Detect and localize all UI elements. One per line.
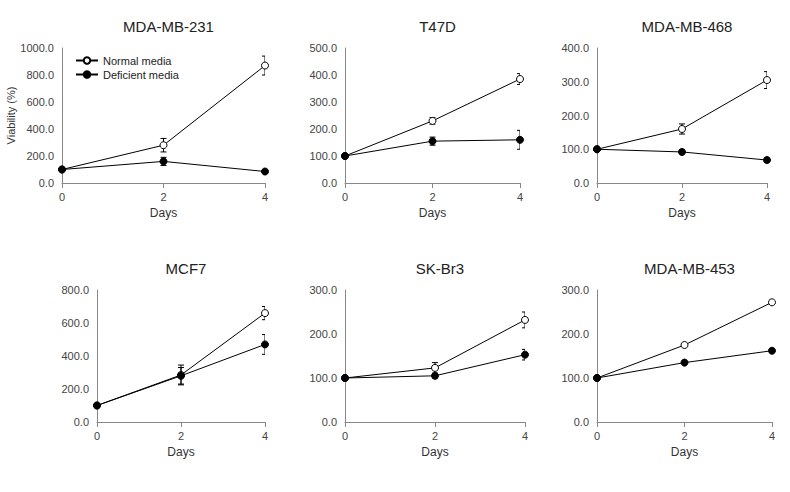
svg-text:100.0: 100.0 xyxy=(561,143,589,155)
svg-text:SK-Br3: SK-Br3 xyxy=(416,260,464,277)
svg-text:4: 4 xyxy=(522,430,528,442)
svg-text:MDA-MB-231: MDA-MB-231 xyxy=(123,18,214,35)
svg-text:Viability (%): Viability (%) xyxy=(5,87,17,145)
svg-text:200.0: 200.0 xyxy=(309,123,337,135)
svg-text:400.0: 400.0 xyxy=(309,69,337,81)
svg-text:300.0: 300.0 xyxy=(309,284,337,296)
svg-text:0: 0 xyxy=(342,191,348,203)
svg-text:4: 4 xyxy=(517,191,523,203)
svg-text:Days: Days xyxy=(421,445,448,459)
svg-text:2: 2 xyxy=(178,430,184,442)
svg-text:0: 0 xyxy=(342,430,348,442)
svg-text:2: 2 xyxy=(432,430,438,442)
svg-text:0.0: 0.0 xyxy=(39,177,54,189)
svg-text:100.0: 100.0 xyxy=(561,372,589,384)
svg-text:0.0: 0.0 xyxy=(574,177,589,189)
svg-text:200.0: 200.0 xyxy=(61,383,89,395)
svg-text:1000.0: 1000.0 xyxy=(20,42,54,54)
svg-text:200.0: 200.0 xyxy=(561,328,589,340)
svg-text:2: 2 xyxy=(679,191,685,203)
svg-text:400.0: 400.0 xyxy=(61,350,89,362)
svg-text:400.0: 400.0 xyxy=(26,123,54,135)
svg-text:4: 4 xyxy=(769,430,775,442)
svg-text:Days: Days xyxy=(668,206,695,220)
svg-text:Days: Days xyxy=(419,206,446,220)
svg-text:0: 0 xyxy=(94,430,100,442)
svg-text:0.0: 0.0 xyxy=(574,416,589,428)
svg-text:0.0: 0.0 xyxy=(74,416,89,428)
svg-text:800.0: 800.0 xyxy=(61,284,89,296)
svg-text:300.0: 300.0 xyxy=(561,284,589,296)
svg-text:MDA-MB-468: MDA-MB-468 xyxy=(642,18,733,35)
svg-text:2: 2 xyxy=(681,430,687,442)
svg-text:0: 0 xyxy=(594,430,600,442)
svg-text:300.0: 300.0 xyxy=(561,76,589,88)
svg-text:600.0: 600.0 xyxy=(26,96,54,108)
svg-text:2: 2 xyxy=(160,191,166,203)
svg-text:400.0: 400.0 xyxy=(561,42,589,54)
svg-text:MDA-MB-453: MDA-MB-453 xyxy=(644,260,735,277)
svg-text:100.0: 100.0 xyxy=(309,372,337,384)
svg-text:2: 2 xyxy=(429,191,435,203)
svg-text:200.0: 200.0 xyxy=(309,328,337,340)
svg-text:4: 4 xyxy=(764,191,770,203)
svg-text:T47D: T47D xyxy=(419,18,456,35)
svg-text:0.0: 0.0 xyxy=(322,416,337,428)
svg-text:600.0: 600.0 xyxy=(61,317,89,329)
svg-text:200.0: 200.0 xyxy=(561,110,589,122)
svg-text:0.0: 0.0 xyxy=(322,177,337,189)
svg-text:Days: Days xyxy=(150,206,177,220)
svg-text:0: 0 xyxy=(59,191,65,203)
svg-text:Normal media: Normal media xyxy=(103,55,172,67)
svg-text:200.0: 200.0 xyxy=(26,150,54,162)
svg-text:MCF7: MCF7 xyxy=(166,260,207,277)
svg-text:Deficient media: Deficient media xyxy=(103,69,180,81)
svg-text:500.0: 500.0 xyxy=(309,42,337,54)
svg-text:100.0: 100.0 xyxy=(309,150,337,162)
svg-text:Days: Days xyxy=(167,445,194,459)
svg-text:800.0: 800.0 xyxy=(26,69,54,81)
svg-text:300.0: 300.0 xyxy=(309,96,337,108)
svg-text:4: 4 xyxy=(262,430,268,442)
svg-text:4: 4 xyxy=(262,191,268,203)
svg-text:Days: Days xyxy=(671,445,698,459)
svg-text:0: 0 xyxy=(594,191,600,203)
